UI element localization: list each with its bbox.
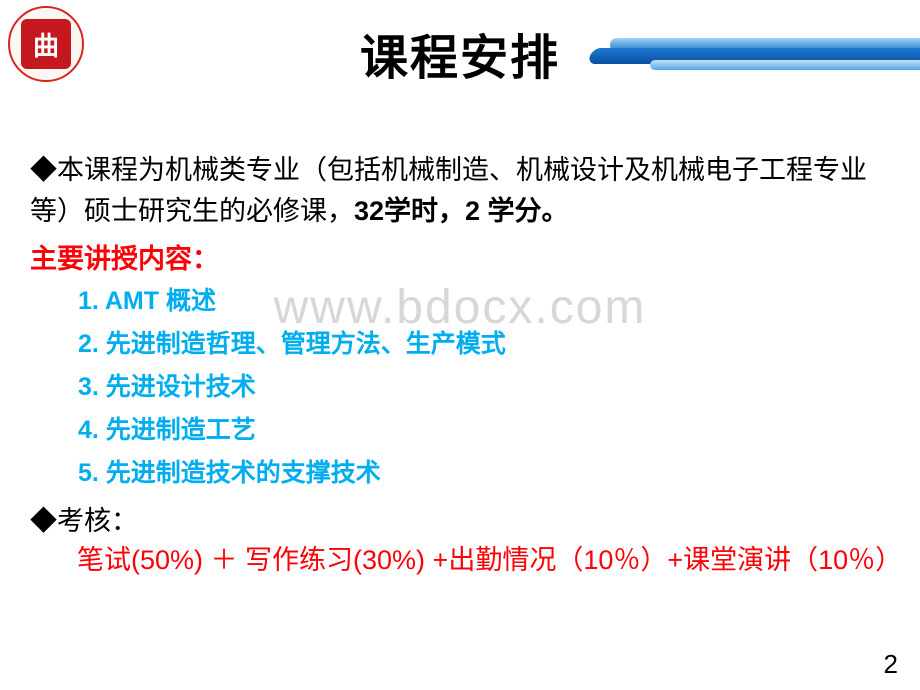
assessment-label: ◆考核： [30,499,890,538]
topic-item: 5. 先进制造技术的支撑技术 [78,452,890,495]
assessment-body: 笔试(50%) ＋ 写作练习(30%) +出勤情况（10％）+课堂演讲（10％） [50,540,890,581]
page-number: 2 [884,649,898,680]
topic-item: 2. 先进制造哲理、管理方法、生产模式 [78,323,890,366]
section-heading: 主要讲授内容： [30,237,890,276]
intro-paragraph: ◆本课程为机械类专业（包括机械制造、机械设计及机械电子工程专业等）硕士研究生的必… [30,150,890,231]
topic-item: 4. 先进制造工艺 [78,409,890,452]
topic-item: 3. 先进设计技术 [78,366,890,409]
intro-bold: 32学时，2 学分。 [354,196,569,226]
title-ribbon [610,38,920,78]
topic-list: 1. AMT 概述 2. 先进制造哲理、管理方法、生产模式 3. 先进设计技术 … [78,280,890,495]
slide-body: ◆本课程为机械类专业（包括机械制造、机械设计及机械电子工程专业等）硕士研究生的必… [30,150,890,581]
topic-item: 1. AMT 概述 [78,280,890,323]
